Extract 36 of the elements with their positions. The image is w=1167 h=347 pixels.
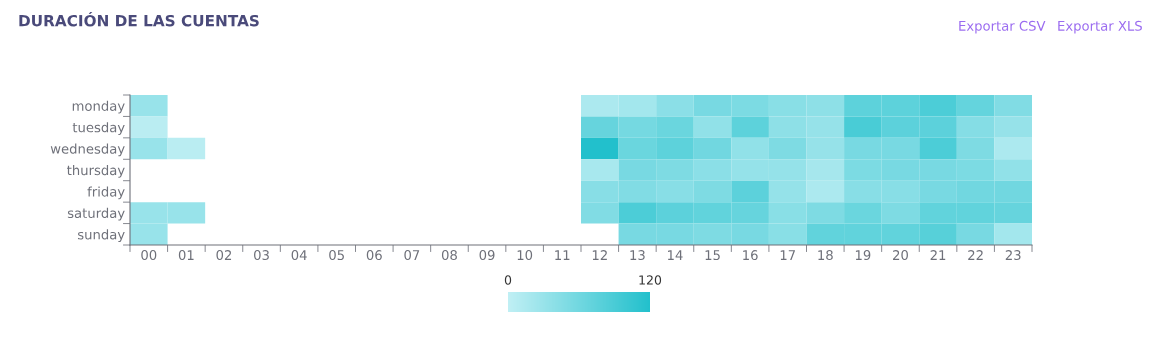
x-tick-label: 19 <box>855 250 871 261</box>
y-tick-label: friday <box>87 186 125 200</box>
y-tick-label: tuesday <box>72 122 125 135</box>
x-tick-label: 10 <box>517 250 533 261</box>
color-bar-label: 120 <box>639 275 662 285</box>
x-tick-label: 02 <box>216 250 232 261</box>
x-tick-label: 15 <box>705 250 720 261</box>
x-tick-label: 08 <box>441 250 457 261</box>
y-tick-label: thursday <box>67 164 125 178</box>
x-tick-label: 22 <box>968 250 983 260</box>
x-tick-label: 06 <box>366 250 382 261</box>
chart-title: DURACIÓN DE LAS CUENTAS <box>19 12 259 27</box>
x-tick-label: 23 <box>1005 250 1021 261</box>
x-tick-label: 16 <box>743 250 758 261</box>
x-tick-label: 00 <box>141 250 157 261</box>
y-tick-label: sunday <box>77 229 125 243</box>
x-tick-label: 04 <box>291 250 307 261</box>
x-tick-label: 12 <box>592 250 607 260</box>
x-tick-label: 11 <box>555 250 570 260</box>
x-tick-label: 20 <box>893 250 908 261</box>
x-tick-label: 03 <box>254 250 269 261</box>
x-tick-label: 09 <box>479 250 495 261</box>
x-tick-label: 18 <box>818 250 833 261</box>
y-tick-label: monday <box>72 100 125 114</box>
text: Exportar XLS <box>1058 20 1142 34</box>
x-tick-label: 14 <box>668 250 683 260</box>
y-tick-label: saturday <box>67 207 125 221</box>
x-tick-label: 17 <box>780 250 795 260</box>
x-tick-label: 07 <box>404 250 420 261</box>
x-tick-label: 21 <box>930 250 946 260</box>
x-tick-label: 05 <box>329 250 344 261</box>
x-tick-label: 13 <box>630 250 645 261</box>
x-tick-label: 01 <box>178 250 194 261</box>
y-tick-label: wednesday <box>50 143 125 157</box>
text: Exportar CSV <box>959 20 1046 34</box>
color-bar-label: 0 <box>504 275 512 285</box>
